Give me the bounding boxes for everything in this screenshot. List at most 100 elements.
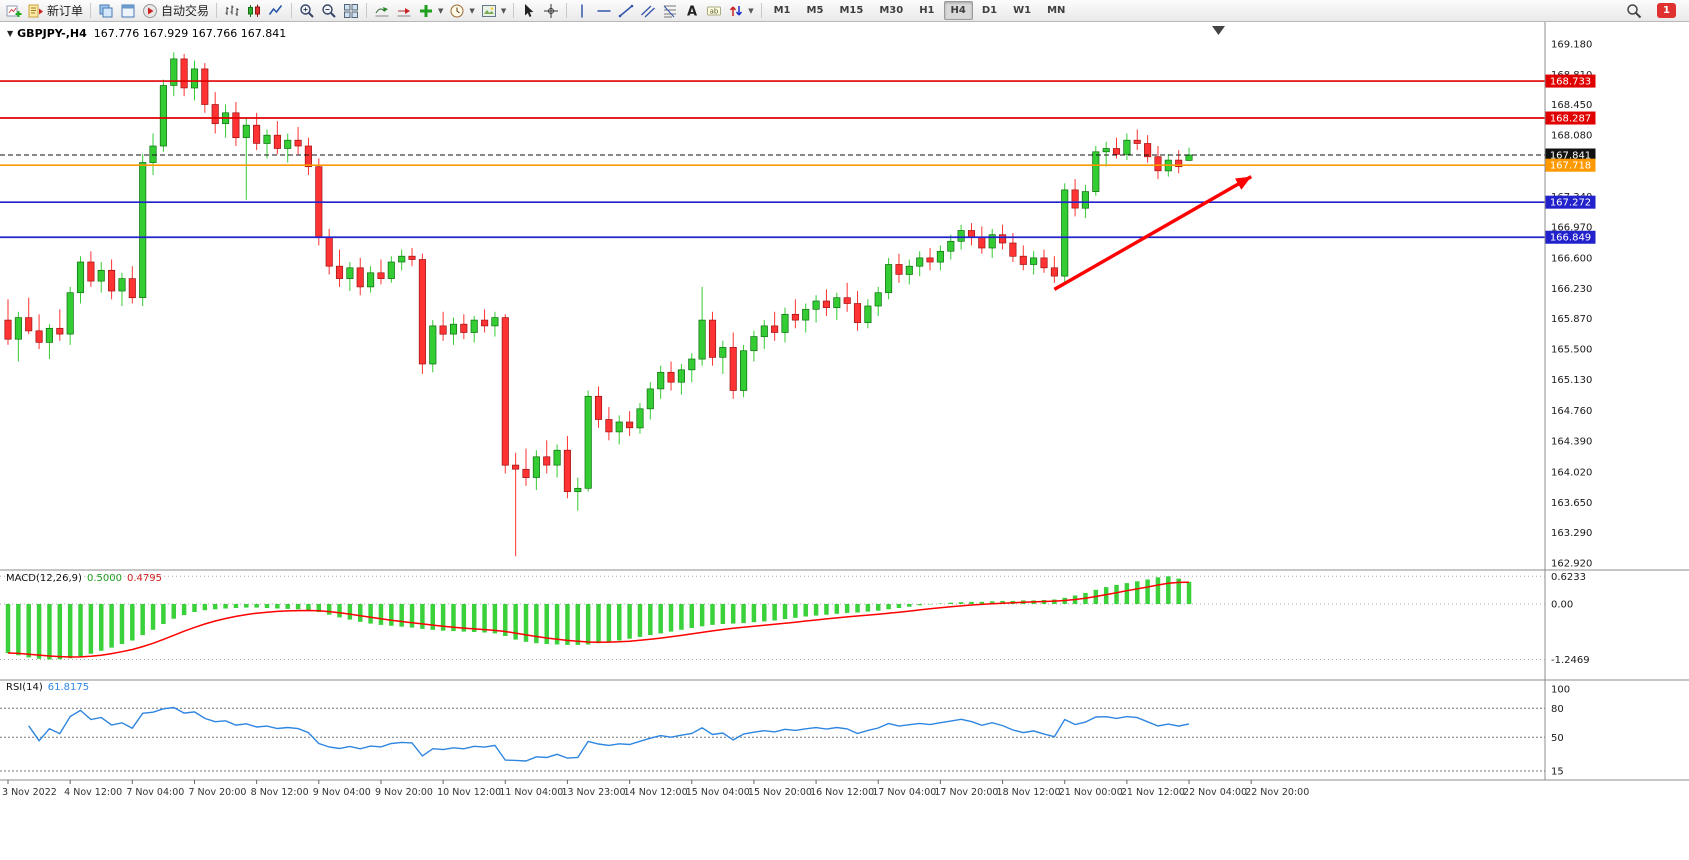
timeframe-d1[interactable]: D1: [981, 5, 998, 16]
svg-text:15 Nov 04:00: 15 Nov 04:00: [686, 787, 750, 798]
dropdown-arrow-icon: ▼: [500, 6, 507, 15]
autotrading-button[interactable]: 自动交易: [139, 1, 212, 21]
text-icon[interactable]: A: [681, 1, 703, 21]
tile-windows-icon[interactable]: [340, 1, 362, 21]
horizontal-line-icon: [597, 9, 611, 12]
crosshair-icon[interactable]: [540, 1, 562, 21]
line-chart-icon: [268, 4, 283, 15]
dropdown-arrow-icon: ▼: [469, 6, 475, 15]
timeframe-m1[interactable]: M1: [773, 5, 791, 16]
svg-text:168.450: 168.450: [1551, 100, 1592, 111]
svg-text:3 Nov 2022: 3 Nov 2022: [2, 787, 57, 798]
svg-text:7 Nov 04:00: 7 Nov 04:00: [126, 787, 184, 798]
svg-text:15 Nov 20:00: 15 Nov 20:00: [748, 787, 812, 798]
svg-text:7 Nov 20:00: 7 Nov 20:00: [188, 787, 246, 798]
macd-histogram: [5, 576, 1192, 660]
toolbar-separator: [513, 3, 515, 18]
timeframe-mn[interactable]: MN: [1047, 5, 1066, 16]
trendline-icon: [618, 4, 634, 17]
timeframe-m15[interactable]: M15: [839, 5, 864, 16]
svg-text:11 Nov 04:00: 11 Nov 04:00: [499, 787, 563, 798]
vertical-line-icon[interactable]: [571, 1, 593, 21]
arrows-tool-icon[interactable]: ▼: [725, 1, 756, 21]
search-icon[interactable]: [1623, 1, 1645, 21]
arrows-tool-icon: [730, 5, 743, 16]
equidistant-channel-icon[interactable]: [637, 1, 659, 21]
timeframe-m30[interactable]: M30: [879, 5, 904, 16]
auto-scroll-icon: [375, 6, 389, 16]
new-order-button[interactable]: 新订单: [25, 1, 86, 21]
candlestick-chart-icon[interactable]: [243, 1, 265, 21]
templates-menu-icon[interactable]: ▼: [478, 1, 509, 21]
timeframe-m5[interactable]: M5: [806, 5, 824, 16]
toolbar-separator: [90, 3, 92, 18]
svg-text:168.287: 168.287: [1550, 114, 1591, 125]
svg-text:21 Nov 00:00: 21 Nov 00:00: [1059, 787, 1123, 798]
cursor-icon: [525, 3, 534, 17]
support-line-2-badge: [1545, 230, 1596, 244]
svg-text:14 Nov 12:00: 14 Nov 12:00: [624, 787, 688, 798]
rsi-line: [28, 706, 1190, 762]
svg-text:17 Nov 04:00: 17 Nov 04:00: [872, 787, 936, 798]
toolbar-separator: [566, 3, 568, 18]
toolbar-right: 1: [1623, 1, 1686, 21]
periods-menu-icon: [450, 4, 464, 17]
svg-text:166.230: 166.230: [1551, 284, 1592, 295]
crosshair-icon: [544, 3, 559, 18]
svg-text:162.920: 162.920: [1551, 558, 1592, 569]
navigator-icon: [121, 4, 135, 17]
cursor-icon[interactable]: [518, 1, 540, 21]
current-price-line-badge: [1545, 148, 1596, 162]
fibonacci-icon: [663, 5, 677, 17]
svg-text:165.130: 165.130: [1551, 375, 1592, 386]
svg-text:168.080: 168.080: [1551, 131, 1592, 142]
toolbar-separator: [760, 3, 762, 18]
svg-text:22 Nov 04:00: 22 Nov 04:00: [1183, 787, 1247, 798]
auto-scroll-icon[interactable]: [371, 1, 393, 21]
macd-signal-line: [7, 581, 1190, 658]
svg-text:167.272: 167.272: [1550, 198, 1591, 209]
chart-canvas[interactable]: 169.180168.810168.450168.080167.710167.3…: [0, 22, 1689, 860]
horizontal-line-icon[interactable]: [593, 1, 615, 21]
market-watch-icon[interactable]: [95, 1, 117, 21]
zoom-in-icon[interactable]: [296, 1, 318, 21]
dropdown-arrow-icon: ▼: [438, 6, 444, 15]
timeframe-h1[interactable]: H1: [919, 5, 935, 16]
periods-menu-icon[interactable]: ▼: [446, 1, 477, 21]
svg-text:15: 15: [1551, 767, 1564, 778]
svg-text:163.290: 163.290: [1551, 528, 1592, 539]
new-order-button: [28, 4, 43, 17]
resistance-line-2-badge: [1545, 111, 1596, 125]
svg-text:22 Nov 20:00: 22 Nov 20:00: [1245, 787, 1309, 798]
svg-text:0.6233: 0.6233: [1551, 572, 1586, 583]
zoom-out-icon[interactable]: [318, 1, 340, 21]
svg-text:18 Nov 12:00: 18 Nov 12:00: [997, 787, 1061, 798]
timeframe-h4[interactable]: H4: [943, 1, 973, 20]
svg-text:4 Nov 12:00: 4 Nov 12:00: [64, 787, 122, 798]
indicators-menu-icon[interactable]: ▼: [415, 1, 446, 21]
fibonacci-icon[interactable]: [659, 1, 681, 21]
timeframe-w1[interactable]: W1: [1013, 5, 1032, 16]
equidistant-channel-icon: [641, 5, 656, 17]
toolbar-separator: [366, 3, 368, 18]
new-order-button-label: 新订单: [47, 4, 84, 18]
candles: [4, 52, 1193, 557]
zoom-in-icon: [300, 3, 314, 18]
chart-shift-icon[interactable]: [393, 1, 415, 21]
bar-chart-icon[interactable]: [221, 1, 243, 21]
toolbar-separator: [291, 3, 293, 18]
line-chart-icon[interactable]: [265, 1, 287, 21]
navigator-icon[interactable]: [117, 1, 139, 21]
svg-text:164.390: 164.390: [1551, 437, 1592, 448]
notifications-badge[interactable]: 1: [1657, 3, 1676, 18]
vertical-line-icon: [581, 4, 583, 17]
bar-chart-icon: [225, 5, 239, 16]
dropdown-arrow-icon: ▼: [748, 6, 754, 15]
trendline-icon[interactable]: [615, 1, 637, 21]
svg-text:166.849: 166.849: [1550, 233, 1591, 244]
chart-shift-marker[interactable]: [1212, 26, 1225, 35]
new-chart-icon[interactable]: [3, 1, 25, 21]
trend-arrow[interactable]: [1053, 175, 1253, 291]
text-label-icon[interactable]: ab: [703, 1, 725, 21]
